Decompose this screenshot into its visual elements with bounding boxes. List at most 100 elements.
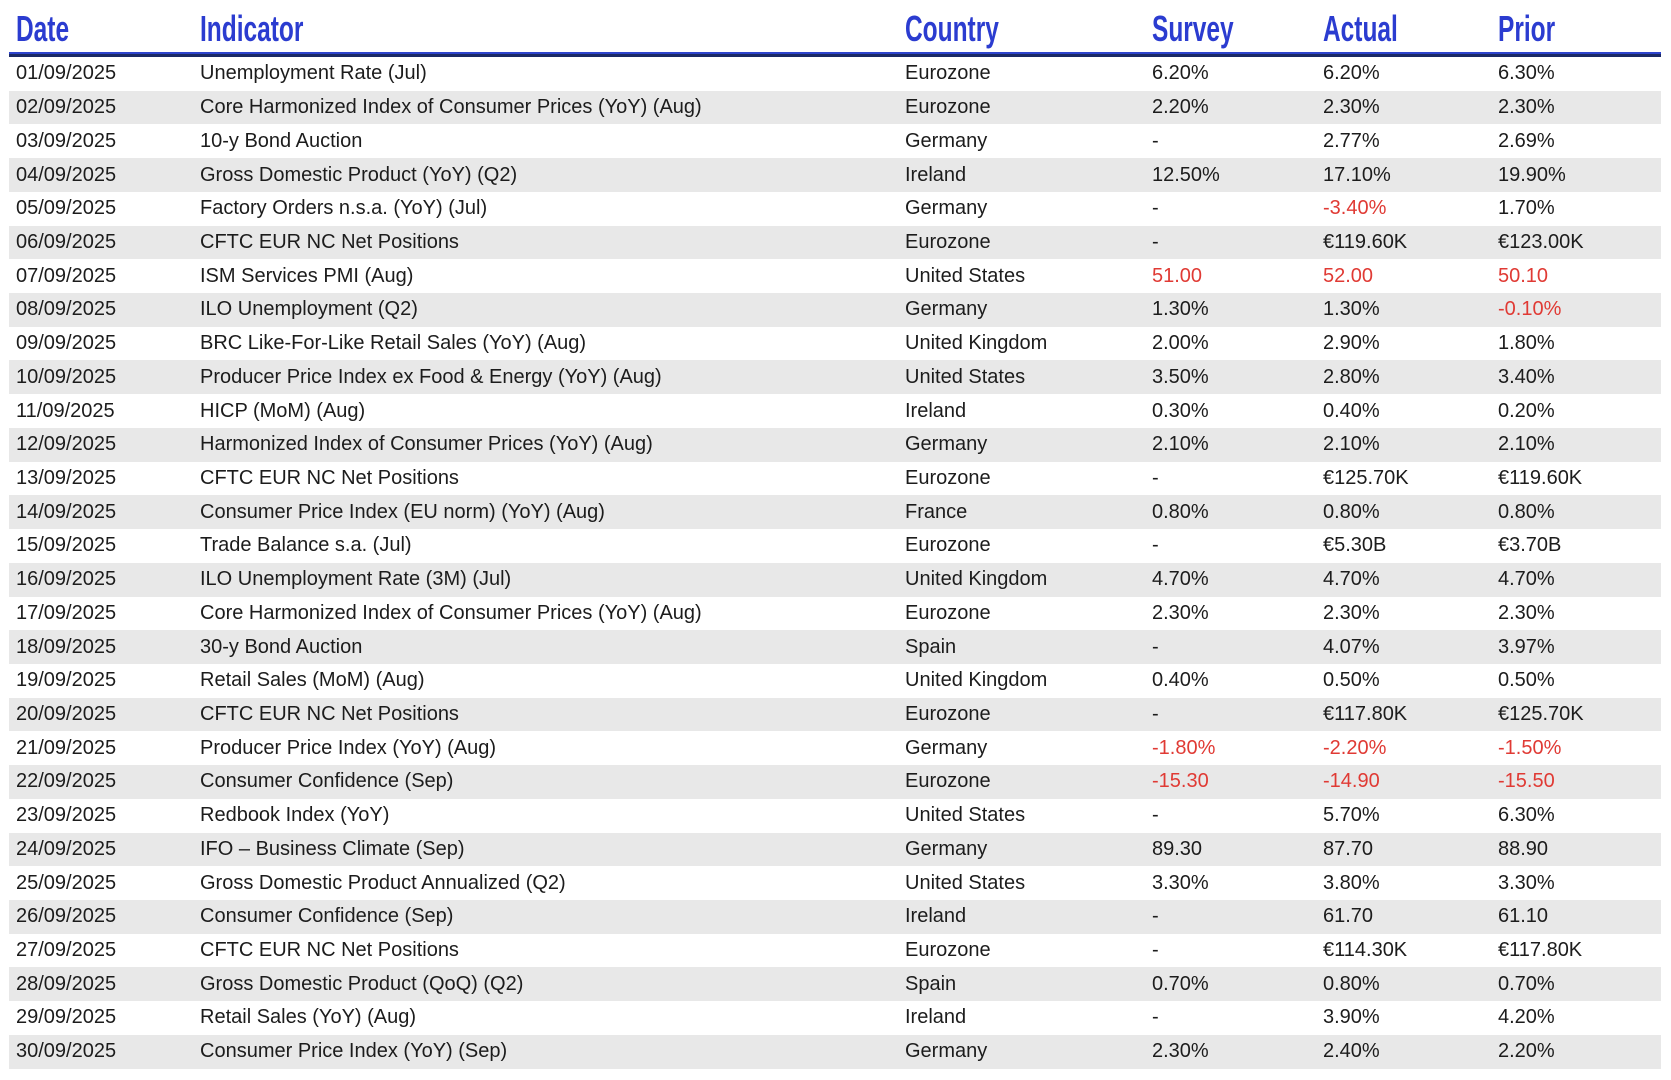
cell-actual: -14.90	[1323, 770, 1380, 793]
cell-date: 09/09/2025	[16, 332, 117, 355]
cell-survey: -15.30	[1152, 770, 1209, 793]
cell-date: 28/09/2025	[16, 972, 117, 995]
table-row: 24/09/2025 IFO – Business Climate (Sep) Ge…	[9, 832, 1661, 867]
cell-survey: 1.30%	[1152, 298, 1209, 321]
cell-country: Ireland	[905, 163, 967, 186]
cell-prior: 2.20%	[1498, 1040, 1555, 1063]
table-row: 06/09/2025 CFTC EUR NC Net Positions Euroz…	[9, 225, 1661, 260]
cell-prior: 2.69%	[1498, 129, 1555, 152]
cell-prior: 3.97%	[1498, 635, 1555, 658]
cell-date: 08/09/2025	[16, 298, 117, 321]
cell-survey: 0.70%	[1152, 972, 1209, 995]
cell-actual: 2.80%	[1323, 365, 1380, 388]
cell-date: 03/09/2025	[16, 129, 117, 152]
cell-country: United Kingdom	[905, 332, 1048, 355]
cell-actual: 2.10%	[1323, 433, 1380, 456]
table-row: 16/09/2025 ILO Unemployment Rate (3M) (Ju…	[9, 562, 1661, 597]
cell-actual: 4.70%	[1323, 568, 1380, 591]
column-header-actual: Actual	[1323, 8, 1398, 49]
cell-country: United States	[905, 804, 1026, 827]
table-row: 21/09/2025 Producer Price Index (YoY) (Au…	[9, 731, 1661, 765]
column-header-survey: Survey	[1152, 8, 1234, 49]
cell-prior: €3.70B	[1498, 534, 1562, 557]
cell-prior: 19.90%	[1498, 163, 1566, 186]
cell-survey: 0.40%	[1152, 669, 1209, 692]
table-row: 23/09/2025 Redbook Index (YoY) United Stat…	[9, 799, 1661, 833]
table-row: 25/09/2025 Gross Domestic Product Annuali…	[9, 866, 1661, 900]
cell-actual: 2.77%	[1323, 129, 1380, 152]
table-row: 28/09/2025 Gross Domestic Product (QoQ) (…	[9, 967, 1661, 1002]
cell-survey: -	[1152, 129, 1159, 152]
cell-indicator: Gross Domestic Product (YoY) (Q2)	[200, 163, 518, 186]
table-row: 18/09/2025 30-y Bond Auction Spain - 4.07% 3.…	[9, 630, 1661, 664]
header-divider-rule	[9, 52, 1661, 57]
table-row: 05/09/2025 Factory Orders n.s.a. (YoY) (J…	[9, 192, 1661, 226]
cell-survey: 3.30%	[1152, 871, 1209, 894]
cell-country: Eurozone	[905, 770, 991, 793]
cell-prior: 61.10	[1498, 905, 1549, 928]
cell-prior: 3.30%	[1498, 871, 1555, 894]
cell-indicator: CFTC EUR NC Net Positions	[200, 230, 459, 253]
table-row: 10/09/2025 Producer Price Index ex Food &…	[9, 360, 1661, 395]
cell-indicator: Consumer Confidence (Sep)	[200, 905, 454, 928]
cell-survey: -	[1152, 1006, 1159, 1029]
cell-indicator: 30-y Bond Auction	[200, 635, 363, 658]
table-row: 03/09/2025 10-y Bond Auction Germany - 2.77%…	[9, 124, 1661, 158]
cell-country: Eurozone	[905, 466, 991, 489]
cell-indicator: Producer Price Index ex Food & Energy (Y…	[200, 365, 662, 388]
cell-actual: 5.70%	[1323, 804, 1380, 827]
cell-prior: 3.40%	[1498, 365, 1555, 388]
cell-actual: 4.07%	[1323, 635, 1380, 658]
cell-country: Germany	[905, 433, 988, 456]
cell-actual: 2.40%	[1323, 1040, 1380, 1063]
cell-actual: 52.00	[1323, 264, 1374, 287]
cell-actual: 0.40%	[1323, 399, 1380, 422]
cell-indicator: Consumer Price Index (EU norm) (YoY) (Au…	[200, 500, 605, 523]
cell-date: 25/09/2025	[16, 871, 117, 894]
cell-prior: 0.20%	[1498, 399, 1555, 422]
table-row: 01/09/2025 Unemployment Rate (Jul) Eurozon…	[9, 57, 1661, 91]
cell-actual: €125.70K	[1323, 466, 1409, 489]
cell-date: 04/09/2025	[16, 163, 117, 186]
cell-prior: -0.10%	[1498, 298, 1562, 321]
cell-prior: 0.50%	[1498, 669, 1555, 692]
cell-date: 06/09/2025	[16, 230, 117, 253]
cell-indicator: Factory Orders n.s.a. (YoY) (Jul)	[200, 197, 488, 220]
cell-indicator: HICP (MoM) (Aug)	[200, 399, 366, 422]
cell-country: United Kingdom	[905, 669, 1048, 692]
cell-actual: 3.90%	[1323, 1006, 1380, 1029]
cell-prior: €119.60K	[1498, 466, 1583, 489]
column-header-country: Country	[905, 8, 999, 49]
cell-date: 16/09/2025	[16, 568, 117, 591]
table-row: 04/09/2025 Gross Domestic Product (YoY) (…	[9, 158, 1661, 192]
column-header-indicator: Indicator	[200, 8, 304, 49]
cell-country: Eurozone	[905, 534, 991, 557]
cell-indicator: Core Harmonized Index of Consumer Prices…	[200, 96, 702, 119]
cell-survey: -	[1152, 197, 1159, 220]
cell-date: 12/09/2025	[16, 433, 117, 456]
cell-indicator: Core Harmonized Index of Consumer Prices…	[200, 601, 702, 624]
cell-country: United States	[905, 264, 1026, 287]
cell-indicator: Trade Balance s.a. (Jul)	[200, 534, 412, 557]
cell-prior: 2.10%	[1498, 433, 1555, 456]
cell-actual: €5.30B	[1323, 534, 1387, 557]
cell-date: 26/09/2025	[16, 905, 117, 928]
economic-calendar-table: Date Indicator Country Survey Actual Pri…	[9, 6, 1661, 1069]
cell-indicator: BRC Like-For-Like Retail Sales (YoY) (Au…	[200, 332, 587, 355]
cell-country: United Kingdom	[905, 568, 1048, 591]
cell-survey: -	[1152, 466, 1159, 489]
cell-actual: -2.20%	[1323, 736, 1387, 759]
cell-country: Spain	[905, 635, 957, 658]
table-row: 15/09/2025 Trade Balance s.a. (Jul) Eurozo…	[9, 529, 1661, 563]
cell-date: 02/09/2025	[16, 96, 117, 119]
cell-date: 10/09/2025	[16, 365, 117, 388]
cell-prior: 0.70%	[1498, 972, 1555, 995]
table-row: 09/09/2025 BRC Like-For-Like Retail Sales…	[9, 327, 1661, 361]
cell-indicator: IFO – Business Climate (Sep)	[200, 837, 465, 860]
cell-indicator: CFTC EUR NC Net Positions	[200, 939, 459, 962]
cell-country: Germany	[905, 837, 988, 860]
cell-survey: -	[1152, 230, 1159, 253]
cell-prior: 50.10	[1498, 264, 1549, 287]
cell-country: Ireland	[905, 905, 967, 928]
column-header-prior: Prior	[1498, 8, 1556, 49]
